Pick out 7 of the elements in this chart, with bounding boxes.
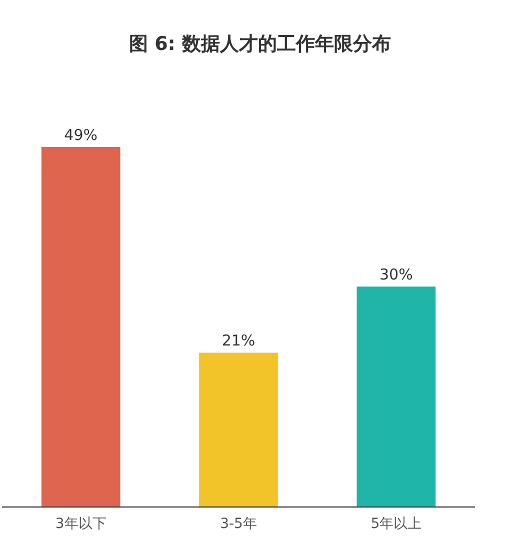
x-tick-label: 5年以上 bbox=[370, 516, 422, 532]
x-tick-label: 3-5年 bbox=[220, 516, 257, 532]
data-label: 49% bbox=[64, 126, 98, 144]
data-label: 30% bbox=[379, 266, 413, 284]
x-tick-label: 3年以下 bbox=[55, 516, 106, 532]
title: 图 6: 数据人才的工作年限分布 bbox=[128, 33, 392, 55]
data-label: 21% bbox=[222, 332, 256, 350]
